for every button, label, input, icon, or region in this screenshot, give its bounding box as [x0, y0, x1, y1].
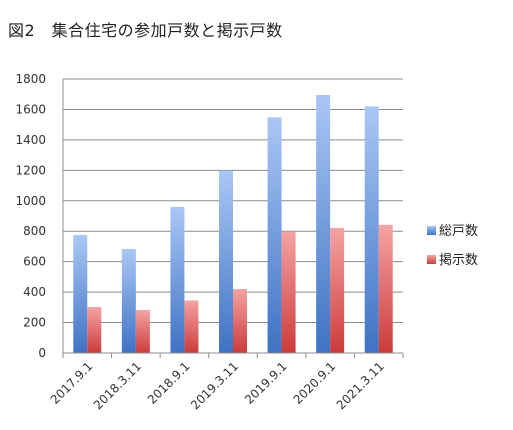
legend-label: 総戸数	[439, 224, 478, 239]
y-tick-label: 400	[23, 285, 46, 299]
bar-total	[121, 249, 136, 353]
bar-total	[170, 206, 185, 353]
bar-posted	[233, 289, 247, 353]
bar-posted	[330, 227, 345, 353]
x-tick-label: 2021.3.11	[334, 359, 387, 412]
y-tick-label: 0	[38, 346, 46, 360]
bar-posted	[378, 224, 393, 353]
y-tick-label: 600	[23, 255, 46, 269]
bar-total	[73, 235, 88, 353]
x-tick-label: 2020.9.1	[291, 359, 339, 407]
bar-posted	[281, 231, 296, 353]
y-tick-label: 200	[23, 316, 46, 330]
x-tick-label: 2019.9.1	[242, 359, 290, 407]
legend-swatch	[427, 255, 436, 264]
y-tick-label: 1200	[15, 163, 46, 177]
bar-posted	[87, 307, 102, 353]
chart-title: 図2 集合住宅の参加戸数と掲示戸数	[8, 21, 283, 40]
y-tick-label: 1000	[15, 194, 46, 208]
bar-total	[316, 94, 331, 353]
legend-swatch	[427, 226, 436, 235]
x-tick-label: 2017.9.1	[48, 359, 96, 407]
y-tick-label: 800	[23, 224, 46, 238]
x-tick-label: 2018.9.1	[145, 359, 193, 407]
legend-label: 掲示数	[439, 252, 478, 268]
y-tick-label: 1800	[15, 72, 46, 86]
bar-total	[267, 117, 282, 353]
y-tick-label: 1600	[15, 102, 46, 116]
y-tick-label: 1400	[15, 133, 46, 147]
x-tick-label: 2018.3.11	[91, 359, 144, 412]
bar-layer	[73, 94, 393, 354]
bar-total	[219, 170, 233, 353]
x-tick-label: 2019.3.11	[188, 359, 241, 412]
bar-posted	[184, 300, 199, 353]
bar-total	[364, 106, 379, 354]
bar-posted	[135, 309, 150, 353]
